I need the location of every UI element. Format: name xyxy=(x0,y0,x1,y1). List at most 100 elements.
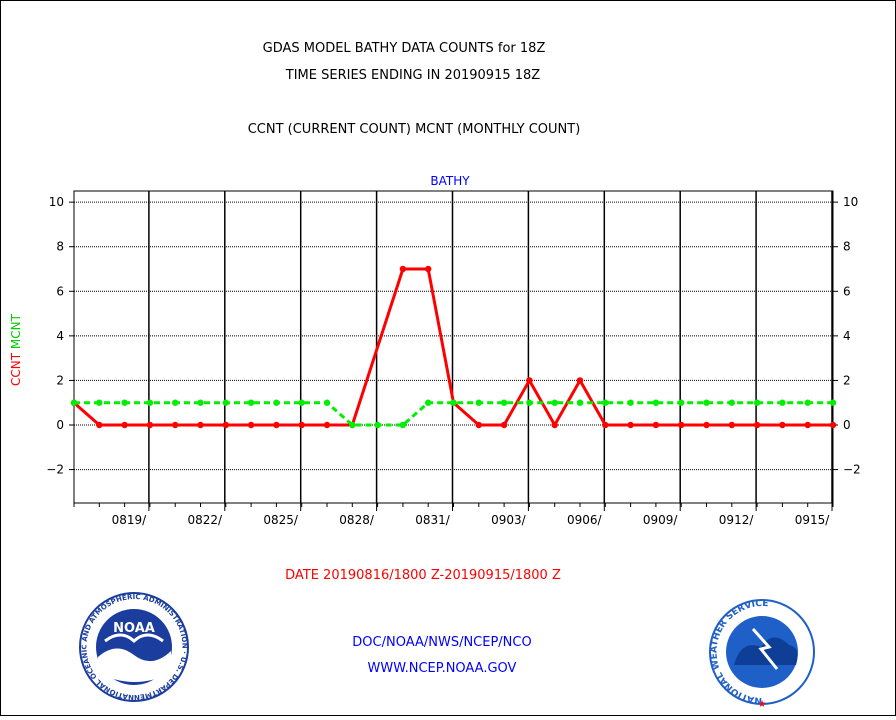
plot-border xyxy=(73,190,834,504)
ccnt-point xyxy=(829,421,837,429)
mcnt-point xyxy=(753,399,761,406)
ccnt-point xyxy=(500,421,508,429)
mcnt-point xyxy=(602,399,609,406)
mcnt-point xyxy=(728,399,735,406)
ccnt-point xyxy=(526,377,533,384)
mcnt-point xyxy=(576,399,584,406)
y-tick-label-left: 8 xyxy=(56,240,64,254)
mcnt-point xyxy=(96,399,103,406)
ccnt-point xyxy=(551,421,558,429)
y-tick-label-left: 10 xyxy=(49,195,64,209)
agency-text: DOC/NOAA/NWS/NCEP/NCO xyxy=(352,635,531,650)
ccnt-point xyxy=(703,421,710,429)
mcnt-point xyxy=(500,399,508,406)
mcnt-point xyxy=(323,399,331,406)
ccnt-point xyxy=(146,421,154,429)
y-tick-label-right: 2 xyxy=(843,373,851,387)
y-tick-label-left: 2 xyxy=(56,373,64,387)
ccnt-point xyxy=(222,421,229,429)
y-tick-label-right: 0 xyxy=(843,418,851,432)
mcnt-point xyxy=(627,399,634,406)
ccnt-point xyxy=(399,265,407,273)
mcnt-point xyxy=(121,399,128,406)
ccnt-point xyxy=(197,421,204,429)
mcnt-point xyxy=(779,399,786,406)
ccnt-point xyxy=(602,421,609,429)
noaa-logo: NOAA NATIONAL OCEANIC AND ATMOSPHERIC AD… xyxy=(0,0,189,702)
x-tick-label: 0906/ xyxy=(567,513,603,527)
ccnt-point xyxy=(121,421,128,429)
plot-area: −2 −2 0 0 2 2 4 4 6 6 8 8 10 10 0819/0822/0825/0828/08… xyxy=(46,190,861,527)
mcnt-point xyxy=(222,399,229,406)
noaa-ring-text: NATIONAL OCEANIC AND ATMOSPHERIC ADMINIS… xyxy=(1,1,189,701)
y-tick-label-left: −2 xyxy=(46,463,64,477)
x-tick-label: 0912/ xyxy=(719,513,755,527)
ccnt-point xyxy=(576,377,584,384)
mcnt-point xyxy=(526,399,533,406)
ccnt-point xyxy=(753,421,761,429)
website-link[interactable]: WWW.NCEP.NOAA.GOV xyxy=(368,661,517,676)
mcnt-point xyxy=(450,399,457,406)
mcnt-point xyxy=(197,399,204,406)
ccnt-point xyxy=(475,421,482,429)
mcnt-point xyxy=(475,399,482,406)
ccnt-point xyxy=(323,421,331,429)
y-tick-label-right: 6 xyxy=(843,284,851,298)
mcnt-point xyxy=(172,399,179,406)
mcnt-point xyxy=(652,399,660,406)
x-tick-label: 0915/ xyxy=(795,513,831,527)
x-tick-label: 0828/ xyxy=(339,513,375,527)
ccnt-point xyxy=(652,421,660,429)
mcnt-series-line xyxy=(74,401,833,427)
ccnt-series-line xyxy=(73,267,833,429)
x-tick-label: 0903/ xyxy=(491,513,527,527)
ccnt-point xyxy=(804,421,811,429)
y-tick-label-right: 10 xyxy=(843,195,858,209)
ccnt-point xyxy=(425,265,432,273)
chart-title-line1: GDAS MODEL BATHY DATA COUNTS for 18Z xyxy=(263,41,546,56)
x-axis-label: DATE 20190816/1800 Z-20190915/1800 Z xyxy=(285,568,561,583)
ccnt-point xyxy=(627,421,634,429)
mcnt-point xyxy=(70,399,78,406)
ccnt-point xyxy=(96,421,103,429)
mcnt-point xyxy=(298,399,305,406)
star-icon: ★ xyxy=(758,699,767,710)
ccnt-point xyxy=(779,421,786,429)
nws-logo: ★ NATIONAL WEATHER SERVICE xyxy=(709,599,815,710)
x-tick-label: 0825/ xyxy=(263,513,299,527)
mcnt-axis-label: MCNT xyxy=(9,313,23,349)
y-tick-label-left: 6 xyxy=(56,284,64,298)
noaa-logo-text: NOAA xyxy=(113,621,155,636)
mcnt-point xyxy=(829,399,837,406)
x-tick-label: 0909/ xyxy=(643,513,679,527)
ccnt-point xyxy=(247,421,255,429)
y-tick-label-left: 4 xyxy=(56,329,64,343)
plot-title: BATHY xyxy=(430,174,470,188)
mcnt-point xyxy=(425,399,432,406)
mcnt-point xyxy=(678,399,685,406)
chart-subtitle: CCNT (CURRENT COUNT) MCNT (MONTHLY COUNT… xyxy=(248,122,581,137)
mcnt-point xyxy=(273,399,280,406)
chart-title-line2: TIME SERIES ENDING IN 20190915 18Z xyxy=(285,68,541,83)
ccnt-point xyxy=(172,421,179,429)
y-tick-label-right: 8 xyxy=(843,240,851,254)
x-tick-label: 0822/ xyxy=(188,513,224,527)
mcnt-point xyxy=(804,399,811,406)
mcnt-point xyxy=(374,421,381,429)
mcnt-point xyxy=(399,421,407,429)
y-tick-label-left: 0 xyxy=(56,418,64,432)
y-tick-label-right: 4 xyxy=(843,329,851,343)
mcnt-point xyxy=(703,399,710,406)
ccnt-point xyxy=(728,421,735,429)
mcnt-point xyxy=(551,399,558,406)
mcnt-point xyxy=(349,421,356,429)
x-tick-label: 0831/ xyxy=(415,513,451,527)
ccnt-point xyxy=(298,421,305,429)
x-tick-label: 0819/ xyxy=(112,513,148,527)
ccnt-axis-label: CCNT xyxy=(9,352,23,386)
y-axis-labels: CCNT MCNT xyxy=(9,313,23,386)
ccnt-point xyxy=(678,421,685,429)
y-tick-label-right: −2 xyxy=(843,463,861,477)
